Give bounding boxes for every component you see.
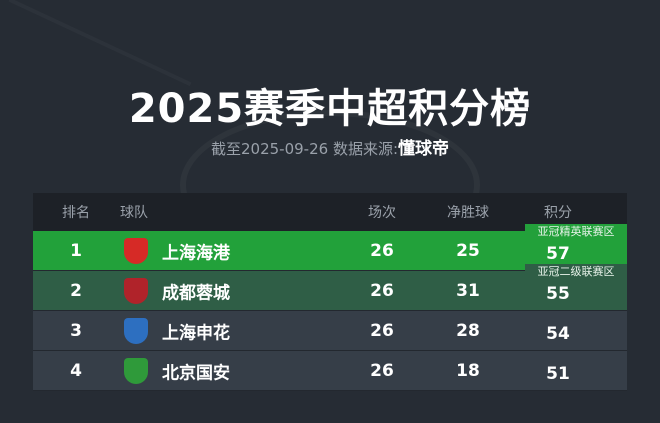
rank: 4 xyxy=(70,360,82,381)
goal-difference: 25 xyxy=(456,240,480,261)
team-name: 成都蓉城 xyxy=(162,283,230,303)
col-team: 球队 xyxy=(120,205,148,221)
goal-difference: 31 xyxy=(456,280,480,301)
standings-table: 排名 球队 场次 净胜球 积分 1 上海海港 26 25 57 2 成都蓉城 26… xyxy=(33,193,627,391)
points: 55 xyxy=(546,284,570,305)
table-row[interactable]: 3 上海申花 26 28 54 xyxy=(33,311,627,351)
acl-two-badge: 亚冠二级联赛区 xyxy=(525,264,627,279)
points: 51 xyxy=(546,364,570,385)
acl-elite-badge: 亚冠精英联赛区 xyxy=(525,224,627,239)
played: 26 xyxy=(370,320,394,341)
table-row[interactable]: 4 北京国安 26 18 51 xyxy=(33,351,627,391)
col-rank: 排名 xyxy=(62,205,90,221)
team-name: 北京国安 xyxy=(162,363,230,383)
source-name: 懂球帝 xyxy=(398,139,449,159)
team-logo-icon xyxy=(124,318,148,344)
rank: 3 xyxy=(70,320,82,341)
points: 57 xyxy=(546,244,570,265)
team-name: 上海申花 xyxy=(162,323,230,343)
col-played: 场次 xyxy=(368,205,396,221)
team-logo-icon xyxy=(124,358,148,384)
subtitle: 截至2025-09-26 数据来源:懂球帝 xyxy=(0,134,660,159)
col-points: 积分 xyxy=(544,205,572,221)
rank: 2 xyxy=(70,280,82,301)
team-logo-icon xyxy=(124,278,148,304)
background-decoration xyxy=(9,0,192,86)
page-title: 2025赛季中超积分榜 xyxy=(128,86,532,132)
date-source-label: 截至2025-09-26 数据来源: xyxy=(211,140,398,158)
team-name: 上海海港 xyxy=(162,243,230,263)
goal-difference: 28 xyxy=(456,320,480,341)
played: 26 xyxy=(370,360,394,381)
col-gd: 净胜球 xyxy=(447,205,489,221)
table-row[interactable]: 2 成都蓉城 26 31 55 xyxy=(33,271,627,311)
points: 54 xyxy=(546,324,570,345)
played: 26 xyxy=(370,240,394,261)
goal-difference: 18 xyxy=(456,360,480,381)
played: 26 xyxy=(370,280,394,301)
rank: 1 xyxy=(70,240,82,261)
team-logo-icon xyxy=(124,238,148,264)
